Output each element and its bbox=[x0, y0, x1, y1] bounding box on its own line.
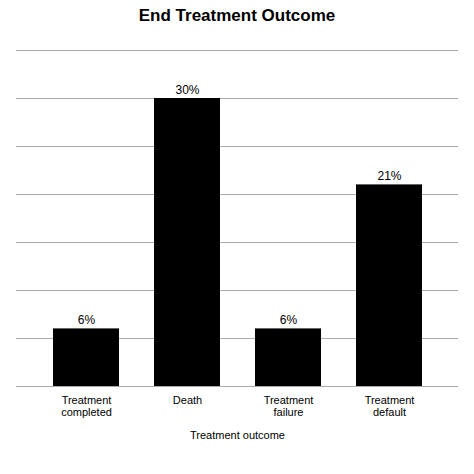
svg-text:Treatmentdefault: Treatmentdefault bbox=[365, 394, 415, 418]
svg-text:6%: 6% bbox=[280, 313, 298, 327]
svg-text:30%: 30% bbox=[175, 83, 199, 97]
svg-text:Treatment outcome: Treatment outcome bbox=[190, 429, 285, 441]
svg-text:21%: 21% bbox=[377, 169, 401, 183]
svg-text:Death: Death bbox=[173, 394, 202, 406]
svg-text:Treatmentcompleted: Treatmentcompleted bbox=[61, 394, 112, 418]
svg-text:6%: 6% bbox=[78, 313, 96, 327]
html-text:End Treatment Outcome: End Treatment Outcome bbox=[138, 6, 336, 25]
svg-text:Treatmentfailure: Treatmentfailure bbox=[264, 394, 314, 418]
